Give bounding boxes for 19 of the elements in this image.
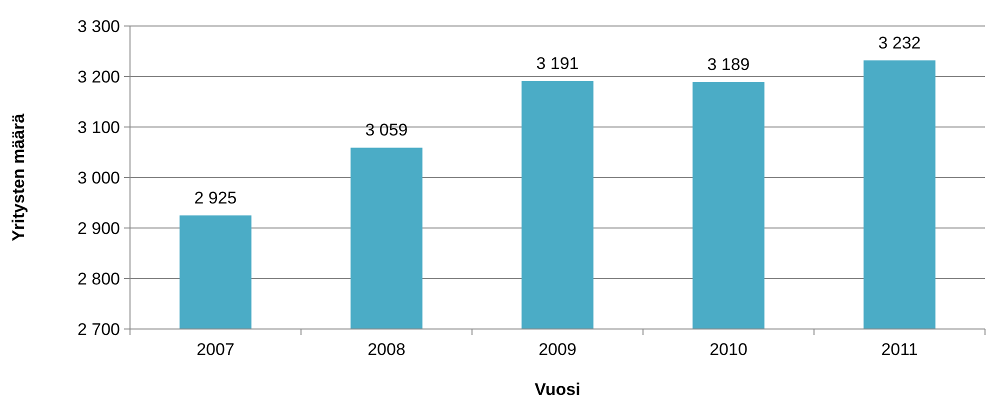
y-tick-label: 2 900 (77, 218, 120, 238)
data-label: 3 059 (365, 120, 408, 140)
data-label: 3 191 (536, 54, 579, 74)
x-tick-label: 2011 (881, 340, 918, 359)
x-axis-title: Vuosi (534, 380, 580, 399)
y-tick-label: 2 800 (77, 269, 120, 288)
x-tick-label: 2010 (710, 340, 748, 359)
y-tick-label: 2 700 (77, 320, 120, 339)
y-tick-label: 3 300 (77, 16, 120, 36)
y-tick-label: 3 000 (77, 168, 120, 188)
data-label: 3 232 (878, 33, 921, 52)
data-label: 2 925 (194, 188, 237, 208)
x-tick-label: 2008 (368, 340, 406, 359)
y-tick-label: 3 100 (77, 118, 120, 137)
y-axis-title: Yritysten määrä (9, 113, 28, 242)
x-tick-label: 2007 (196, 340, 234, 359)
data-label: 3 189 (707, 55, 750, 74)
y-tick-label: 3 200 (77, 67, 120, 86)
x-tick-label: 2009 (538, 340, 576, 359)
